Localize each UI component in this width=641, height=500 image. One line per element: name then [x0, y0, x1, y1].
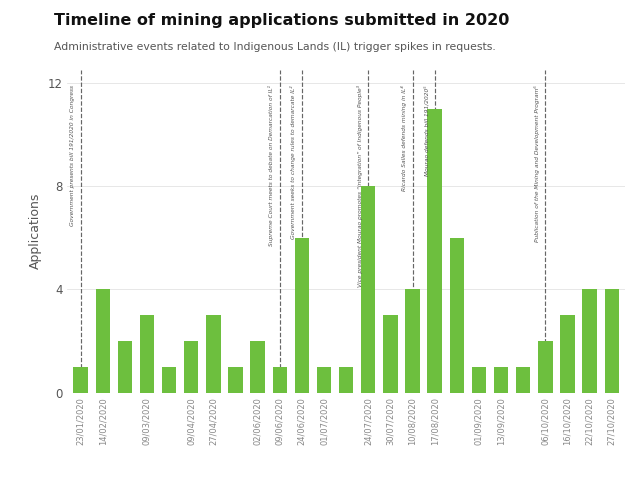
Text: Vice president Mourao promotes “integration” of Indigenous People³: Vice president Mourao promotes “integrat… — [357, 86, 363, 287]
Bar — [494, 366, 508, 392]
Bar — [383, 315, 397, 392]
Bar — [583, 290, 597, 393]
Bar — [405, 290, 420, 393]
Bar — [449, 238, 464, 392]
Bar — [604, 290, 619, 393]
Bar — [472, 366, 486, 392]
Text: Mourao defends bill 191/2020⁵: Mourao defends bill 191/2020⁵ — [424, 86, 429, 176]
Bar — [206, 315, 221, 392]
Bar — [339, 366, 353, 392]
Bar — [560, 315, 574, 392]
Bar — [428, 108, 442, 393]
Bar — [317, 366, 331, 392]
Text: Government seeks to change rules to demarcate IL²: Government seeks to change rules to dema… — [290, 86, 296, 239]
Bar — [140, 315, 154, 392]
Text: Administrative events related to Indigenous Lands (IL) trigger spikes in request: Administrative events related to Indigen… — [54, 42, 496, 52]
Text: Supreme Court meets to debate on Demarcation of IL¹: Supreme Court meets to debate on Demarca… — [268, 86, 274, 246]
Bar — [73, 366, 88, 392]
Text: Timeline of mining applications submitted in 2020: Timeline of mining applications submitte… — [54, 12, 510, 28]
Bar — [251, 341, 265, 392]
Bar — [96, 290, 110, 393]
Text: Ricardo Salles defends mining in IL⁴: Ricardo Salles defends mining in IL⁴ — [401, 86, 407, 191]
Text: Publication of the Mining and Development Program⁶: Publication of the Mining and Developmen… — [534, 86, 540, 242]
Bar — [516, 366, 530, 392]
Bar — [184, 341, 199, 392]
Bar — [228, 366, 243, 392]
Bar — [118, 341, 132, 392]
Bar — [272, 366, 287, 392]
Text: Government presents bill 191/2020 in Congress: Government presents bill 191/2020 in Con… — [70, 86, 75, 226]
Bar — [361, 186, 376, 392]
Y-axis label: Applications: Applications — [29, 193, 42, 270]
Bar — [162, 366, 176, 392]
Bar — [538, 341, 553, 392]
Bar — [295, 238, 309, 392]
